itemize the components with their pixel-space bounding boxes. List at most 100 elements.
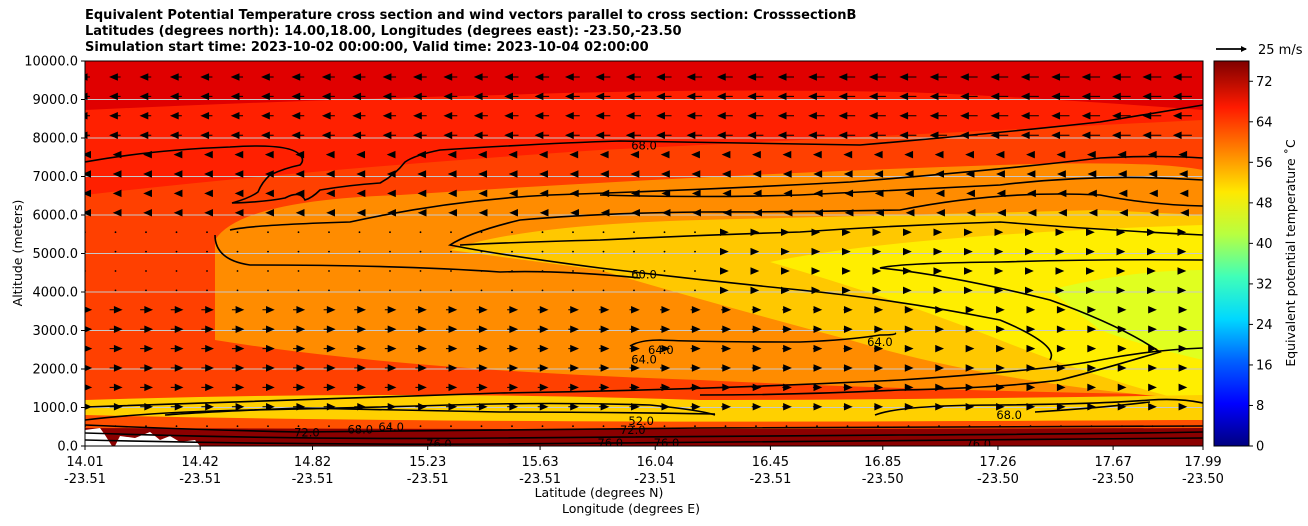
contour-76	[85, 431, 1203, 440]
contour-60	[447, 193, 1203, 361]
wind-vector	[777, 92, 794, 101]
colorbar-tick-label: 72	[1256, 75, 1273, 90]
wind-vector	[234, 170, 244, 178]
wind-vector	[721, 383, 732, 392]
wind-vector-dot	[1182, 425, 1184, 428]
wind-vector	[473, 92, 488, 101]
wind-vector-dot	[175, 425, 178, 428]
wind-vector	[777, 112, 794, 120]
wind-vector-dot	[450, 250, 452, 253]
wind-vector	[1147, 286, 1156, 295]
wind-vector	[262, 344, 275, 353]
wind-vector	[143, 150, 152, 159]
wind-vector	[721, 170, 731, 178]
wind-vector	[1026, 403, 1036, 411]
wind-vector-dot	[419, 250, 422, 253]
wind-vector	[234, 189, 244, 198]
wind-vector	[777, 131, 794, 139]
wind-vector	[752, 189, 762, 198]
wind-vector	[565, 73, 580, 81]
wind-vector	[721, 150, 731, 159]
wind-vector	[354, 325, 367, 333]
wind-vector-dot	[236, 425, 239, 428]
wind-vector	[1056, 403, 1066, 411]
wind-vector	[1025, 286, 1034, 295]
wind-vector-dot	[175, 231, 178, 234]
wind-vector	[201, 364, 214, 372]
wind-vector	[782, 170, 792, 178]
wind-vector	[504, 131, 519, 139]
wind-vector-dot	[602, 289, 605, 292]
wind-vector	[720, 247, 729, 256]
wind-vector	[935, 325, 944, 333]
wind-vector	[751, 344, 762, 353]
wind-vector	[534, 92, 550, 101]
wind-vector	[140, 306, 154, 314]
wind-vector	[595, 92, 611, 101]
wind-vector	[384, 364, 397, 372]
wind-vector	[507, 383, 519, 392]
wind-vector	[326, 209, 335, 217]
wind-vector	[1178, 325, 1188, 333]
x-tick-label-lat: 16.45	[752, 455, 789, 470]
wind-vector	[85, 306, 93, 313]
wind-vector	[384, 325, 397, 333]
wind-vector	[990, 131, 1009, 139]
wind-vector-dot	[328, 270, 330, 272]
wind-vector	[844, 189, 854, 198]
wind-vector	[625, 112, 641, 120]
wind-vector	[413, 131, 427, 139]
wind-vector	[752, 170, 762, 178]
wind-vector	[537, 306, 549, 314]
wind-vector	[720, 228, 729, 236]
wind-vector	[1172, 73, 1192, 81]
y-tick-label: 7000.0	[33, 170, 79, 185]
wind-vector-dot	[206, 231, 208, 234]
wind-vector-dot	[785, 425, 788, 428]
wind-vector	[899, 112, 917, 120]
wind-vector	[323, 306, 336, 314]
wind-vector	[323, 344, 336, 353]
upper-dark-band	[85, 61, 1203, 110]
wind-vector	[387, 189, 396, 198]
wind-vector	[1149, 209, 1159, 217]
wind-vector	[1116, 228, 1126, 236]
wind-vector	[1026, 150, 1035, 159]
y-tick-label: 2000.0	[33, 363, 79, 378]
wind-vector	[964, 247, 973, 256]
wind-vector	[720, 267, 729, 275]
wind-vector-dot	[419, 425, 422, 428]
colorbar-scale	[1213, 60, 1250, 447]
wind-vector	[629, 364, 640, 372]
wind-vector	[230, 92, 244, 101]
wind-vector	[417, 209, 427, 217]
wind-vector	[781, 228, 790, 236]
wind-vector	[262, 403, 275, 411]
wind-vector	[508, 189, 518, 198]
wind-vector	[265, 170, 274, 178]
wind-vector	[899, 131, 917, 139]
wind-vector	[1172, 112, 1192, 120]
wind-vector-dot	[297, 425, 300, 428]
wind-vector-dot	[450, 425, 452, 428]
x-tick-label-lon: -23.50	[862, 472, 904, 487]
wind-vector	[352, 92, 366, 101]
wind-vector	[629, 306, 640, 314]
wind-vector	[325, 150, 335, 159]
wind-vector	[933, 228, 943, 236]
contour-56-right-lower	[1034, 401, 1151, 413]
wind-vector	[384, 306, 397, 314]
wind-vector	[929, 112, 948, 120]
wind-vector	[230, 112, 244, 120]
wind-vector	[1020, 112, 1039, 120]
wind-vector-dot	[816, 425, 818, 428]
wind-vector-dot	[328, 289, 330, 292]
wind-vector-dot	[145, 231, 147, 234]
wind-vector	[690, 364, 701, 372]
colorbar-tick-label: 48	[1256, 196, 1273, 211]
wind-vector	[1087, 383, 1097, 392]
wind-vector	[354, 403, 367, 411]
wind-vector	[660, 383, 671, 392]
wind-vector-dot	[114, 289, 117, 292]
wind-vector	[568, 383, 579, 392]
